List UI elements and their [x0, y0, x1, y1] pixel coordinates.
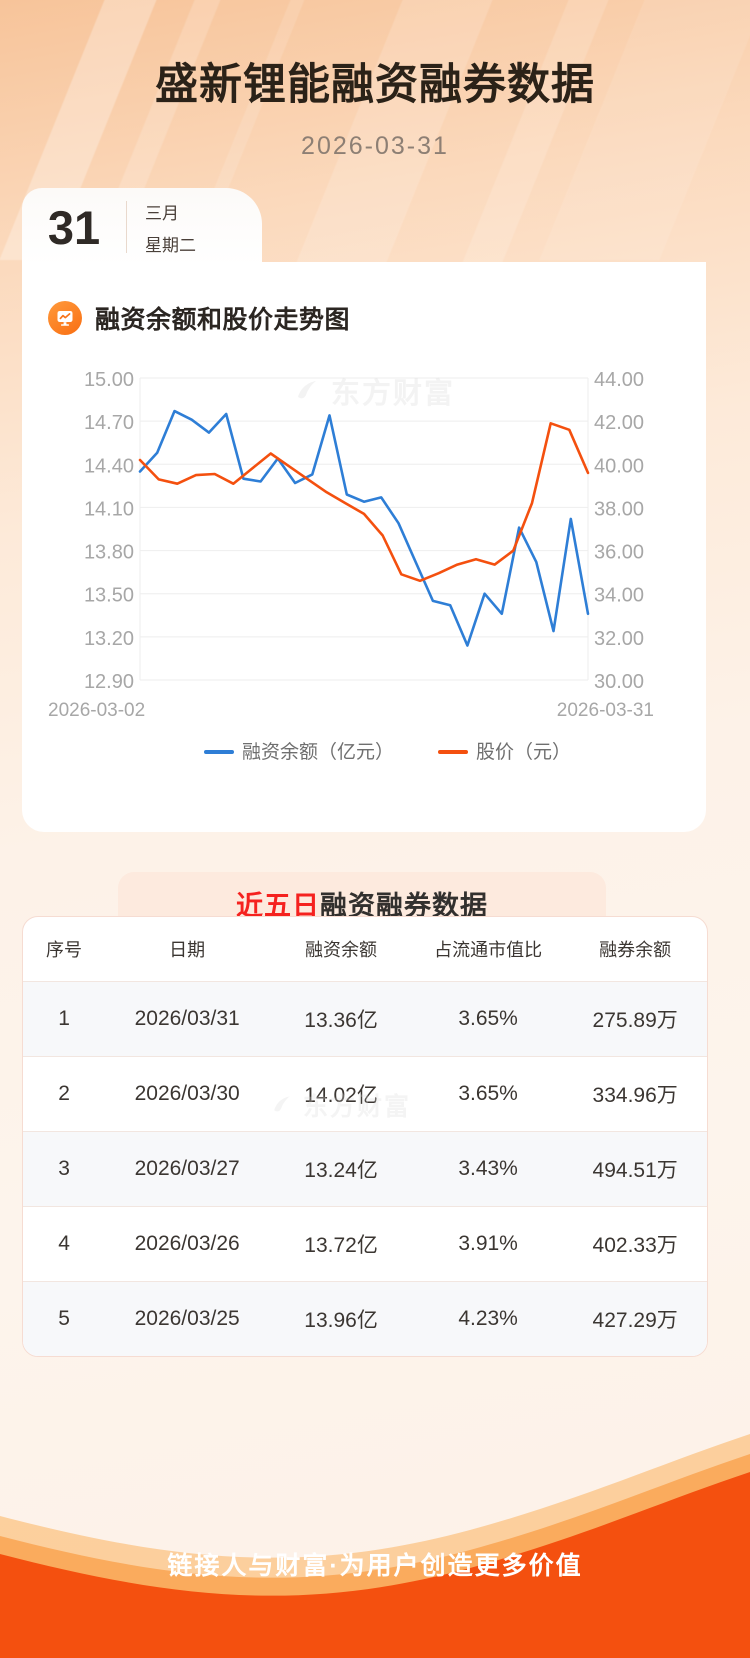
- table-cell-index: 5: [23, 1281, 106, 1356]
- y-axis-left-tick: 14.70: [84, 412, 134, 434]
- table-column-header: 序号: [46, 940, 83, 960]
- date-chip-divider: [126, 201, 127, 253]
- table-column-header: 占流通市值比: [434, 940, 543, 960]
- y-axis-right-tick: 30.00: [594, 671, 644, 693]
- chart-monitor-icon: [48, 301, 82, 335]
- y-axis-left-tick: 14.40: [84, 455, 134, 477]
- table-cell-pct_of_float: 3.65%: [412, 981, 564, 1057]
- y-axis-right-tick: 42.00: [594, 412, 644, 434]
- footer-slogan: 链接人与财富·为用户创造更多价值: [167, 1552, 583, 1580]
- y-axis-left-tick: 13.80: [84, 542, 134, 564]
- page-title: 盛新锂能融资融券数据: [155, 60, 595, 110]
- table-cell-date: 2026/03/30: [105, 1056, 270, 1132]
- table-cell-short_balance: 275.89万: [563, 981, 707, 1057]
- chart-card-header: 融资余额和股价走势图: [22, 262, 706, 336]
- y-axis-left-tick: 15.00: [84, 369, 134, 391]
- table-cell-short_balance: 334.96万: [563, 1056, 707, 1132]
- table-cell-pct_of_float: 3.65%: [412, 1056, 564, 1132]
- table-cell-pct_of_float: 3.43%: [412, 1131, 564, 1207]
- table-title-rest: 融资融券数据: [320, 890, 488, 921]
- chart-legend: 融资余额（亿元） 股价（元）: [204, 741, 571, 763]
- date-chip-month: 三月: [145, 203, 179, 223]
- table-cell-margin_balance: 13.72亿: [269, 1206, 413, 1282]
- y-axis-left-tick: 13.50: [84, 585, 134, 607]
- table-title-highlight: 近五日: [236, 890, 320, 921]
- table-row: 1 2026/03/31 13.36亿 3.65% 275.89万: [23, 981, 707, 1057]
- table-cell-index: 2: [23, 1056, 106, 1132]
- y-axis-right-tick: 44.00: [594, 369, 644, 391]
- table-cell-date: 2026/03/25: [105, 1281, 270, 1356]
- y-axis-right-tick: 38.00: [594, 498, 644, 520]
- table-cell-date: 2026/03/31: [105, 981, 270, 1057]
- margin-data-table: 序号 日期 融资余额 占流通市值比 融券余额 1 2026/03/31 13.36亿 3.65…: [23, 917, 707, 1356]
- table-cell-index: 4: [23, 1206, 106, 1282]
- page-subtitle-date: 2026-03-31: [301, 132, 449, 160]
- table-body: 1 2026/03/31 13.36亿 3.65% 275.89万 2 2026/03/30…: [23, 981, 707, 1356]
- table-cell-date: 2026/03/26: [105, 1206, 270, 1282]
- y-axis-right-tick: 40.00: [594, 455, 644, 477]
- table-cell-index: 3: [23, 1131, 106, 1207]
- table-column-header: 融券余额: [599, 940, 672, 960]
- table-cell-pct_of_float: 4.23%: [412, 1281, 564, 1356]
- chart-title: 融资余额和股价走势图: [95, 306, 351, 334]
- chart-series-line: [138, 422, 590, 583]
- x-axis-start-label: 2026-03-02: [48, 700, 145, 721]
- y-axis-left-tick: 12.90: [84, 671, 134, 693]
- table-row: 5 2026/03/25 13.96亿 4.23% 427.29万: [23, 1281, 707, 1356]
- table-cell-pct_of_float: 3.91%: [412, 1206, 564, 1282]
- x-axis-end-label: 2026-03-31: [557, 700, 654, 721]
- legend-label: 融资余额（亿元）: [242, 741, 394, 763]
- y-axis-left-tick: 13.20: [84, 628, 134, 650]
- chart-area: 东方财富 15.00 44.00 14.70 42.00 14.40 40.00 14.10…: [22, 350, 706, 770]
- date-chip-weekday: 星期二: [145, 235, 196, 255]
- table-row: 2 2026/03/30 14.02亿 3.65% 334.96万: [23, 1056, 707, 1132]
- date-chip: 31 三月 星期二: [22, 188, 262, 266]
- chart-series-line: [138, 409, 590, 647]
- y-axis-right-tick: 36.00: [594, 542, 644, 564]
- table-cell-margin_balance: 13.36亿: [269, 981, 413, 1057]
- y-axis-right-tick: 32.00: [594, 628, 644, 650]
- page-header: 盛新锂能融资融券数据 2026-03-31: [0, 0, 750, 161]
- table-cell-margin_balance: 13.96亿: [269, 1281, 413, 1356]
- table-section: 近五日 融资融券数据 东方财富 序号 日期 融资余额 占流通市值比 融券余额 1 2026/…: [22, 856, 708, 1424]
- table-cell-short_balance: 494.51万: [563, 1131, 707, 1207]
- table-cell-margin_balance: 14.02亿: [269, 1056, 413, 1132]
- footer-band: 链接人与财富·为用户创造更多价值: [0, 1408, 750, 1658]
- table-cell-short_balance: 427.29万: [563, 1281, 707, 1356]
- legend-label: 股价（元）: [476, 741, 571, 763]
- y-axis-right-tick: 34.00: [594, 585, 644, 607]
- table-column-header: 融资余额: [305, 940, 378, 960]
- table-cell-margin_balance: 13.24亿: [269, 1131, 413, 1207]
- table-header-row: 序号 日期 融资余额 占流通市值比 融券余额: [23, 917, 707, 982]
- data-table-container: 东方财富 序号 日期 融资余额 占流通市值比 融券余额 1 2026/03/31 13.36…: [22, 916, 708, 1357]
- table-cell-date: 2026/03/27: [105, 1131, 270, 1207]
- date-chip-day: 31: [47, 200, 101, 254]
- table-cell-short_balance: 402.33万: [563, 1206, 707, 1282]
- table-row: 3 2026/03/27 13.24亿 3.43% 494.51万: [23, 1131, 707, 1207]
- table-row: 4 2026/03/26 13.72亿 3.91% 402.33万: [23, 1206, 707, 1282]
- chart-svg: 15.00 44.00 14.70 42.00 14.40 40.00 14.10 38.00…: [48, 369, 654, 763]
- y-axis-left-tick: 14.10: [84, 498, 134, 520]
- table-column-header: 日期: [169, 940, 206, 960]
- table-cell-index: 1: [23, 981, 106, 1057]
- footer-wave: [0, 1434, 750, 1658]
- chart-card: 融资余额和股价走势图 东方财富 15.00 44.00 14.70 42.00 14.4…: [22, 262, 706, 832]
